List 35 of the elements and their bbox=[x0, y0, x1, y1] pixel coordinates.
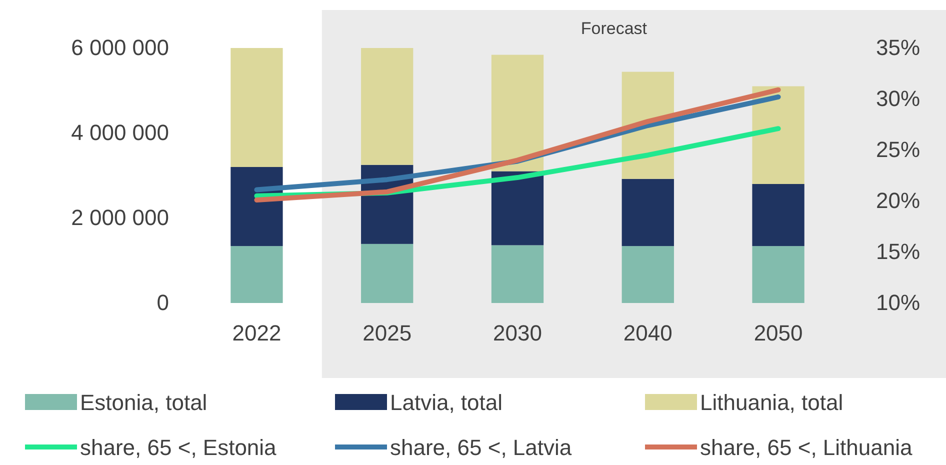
bar bbox=[230, 246, 283, 303]
bar bbox=[491, 245, 544, 303]
y-tick-label: 2 000 000 bbox=[71, 205, 169, 230]
y2-tick-label: 10% bbox=[876, 290, 920, 316]
bar bbox=[361, 244, 414, 303]
legend-label: Estonia, total bbox=[80, 390, 208, 415]
x-tick-label: 2022 bbox=[232, 320, 282, 346]
y-tick-label: 4 000 000 bbox=[71, 120, 169, 146]
bar bbox=[491, 171, 544, 246]
x-tick-label: 2025 bbox=[362, 320, 412, 346]
bar bbox=[230, 167, 283, 246]
bar bbox=[752, 184, 804, 246]
band-label: Forecast bbox=[580, 19, 648, 38]
x-tick-label: 2040 bbox=[623, 320, 672, 346]
bar bbox=[230, 48, 283, 167]
legend-label: share, 65 <, Latvia bbox=[390, 435, 572, 460]
y-tick-label: 0 bbox=[156, 290, 169, 316]
legend-label: Latvia, total bbox=[390, 390, 503, 415]
bar bbox=[361, 48, 414, 165]
bar bbox=[752, 86, 804, 184]
y2-tick-label: 35% bbox=[876, 35, 920, 60]
bar bbox=[622, 246, 674, 303]
y-tick-label: 6 000 000 bbox=[71, 35, 169, 60]
legend-label: share, 65 <, Lithuania bbox=[700, 435, 913, 460]
x-tick-label: 2030 bbox=[493, 320, 542, 346]
legend-label: Lithuania, total bbox=[700, 390, 844, 415]
bar bbox=[752, 246, 804, 303]
bar bbox=[491, 54, 544, 172]
bar bbox=[622, 178, 674, 246]
y2-tick-label: 15% bbox=[876, 239, 920, 264]
x-tick-label: 2050 bbox=[754, 320, 803, 346]
y2-tick-label: 20% bbox=[876, 188, 920, 214]
y2-tick-label: 25% bbox=[876, 137, 920, 162]
legend-label: share, 65 <, Estonia bbox=[80, 435, 278, 460]
y2-tick-label: 30% bbox=[876, 86, 920, 112]
